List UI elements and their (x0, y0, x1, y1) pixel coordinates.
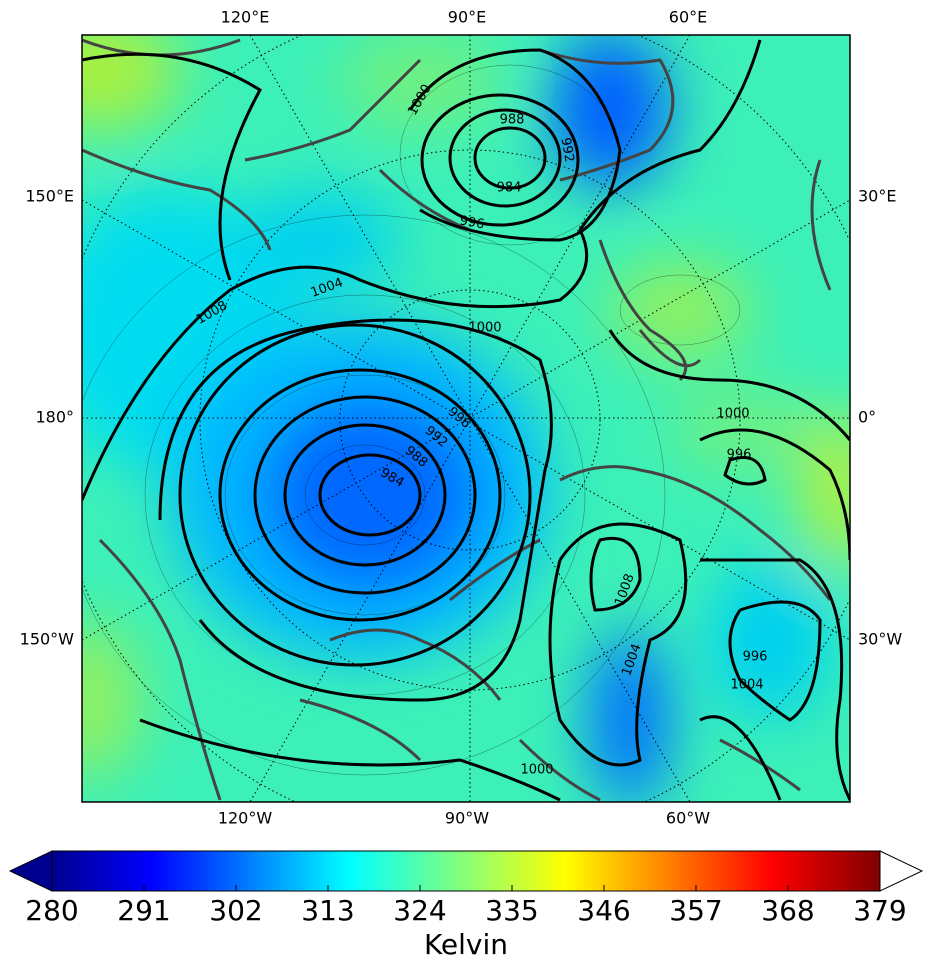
contour-label: 984 (497, 181, 522, 196)
colorbar-tick-label: 357 (669, 894, 722, 927)
lon-label: 150°W (20, 630, 75, 649)
lon-label: 30°W (858, 630, 902, 649)
colorbar-tick-label: 302 (209, 894, 262, 927)
lon-label: 30°E (858, 187, 896, 206)
lon-label: 60°E (669, 8, 707, 27)
colorbar-tick-label: 368 (761, 894, 814, 927)
lon-label: 90°E (448, 8, 486, 27)
colorbar-bar (51, 850, 881, 892)
lon-label: 0° (858, 408, 876, 427)
colorbar-label: Kelvin (424, 928, 508, 961)
contour-label: 996 (727, 448, 752, 463)
colorbar-tick-label: 280 (25, 894, 78, 927)
map-frame (81, 34, 851, 803)
map: 1000988992984996100410081000996992988984… (82, 35, 850, 802)
colorbar-tick-label: 324 (393, 894, 446, 927)
contour-label: 988 (500, 113, 525, 128)
contour-label: 1004 (730, 678, 763, 693)
colorbar-extend-high (879, 850, 924, 892)
lon-label: 90°W (445, 809, 489, 828)
colorbar: Kelvin (8, 850, 924, 961)
contour-label: 1000 (716, 407, 749, 422)
lon-label: 120°W (218, 809, 273, 828)
isobars (82, 39, 850, 802)
colorbar-tick-label: 346 (577, 894, 630, 927)
lon-label: 120°E (221, 8, 270, 27)
lon-label: 60°W (666, 809, 710, 828)
colorbar-tick-label: 291 (117, 894, 170, 927)
colorbar-tick-label: 313 (301, 894, 354, 927)
lon-label: 150°E (25, 187, 74, 206)
contour-label: 992 (557, 136, 576, 163)
contour-label: 1000 (520, 763, 553, 778)
contour-label: 996 (458, 213, 485, 232)
colorbar-tick-label: 379 (853, 894, 906, 927)
lon-label: 180° (35, 408, 74, 427)
contour-label: 996 (743, 650, 768, 665)
colorbar-extend-low (8, 850, 53, 892)
contour-label: 1000 (468, 321, 501, 336)
colorbar-tick-label: 335 (485, 894, 538, 927)
